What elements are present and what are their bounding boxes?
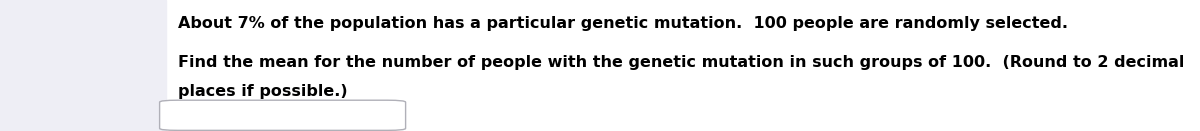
- Text: About 7% of the population has a particular genetic mutation.  100 people are ra: About 7% of the population has a particu…: [178, 16, 1068, 31]
- Text: Find the mean for the number of people with the genetic mutation in such groups : Find the mean for the number of people w…: [178, 55, 1184, 70]
- FancyBboxPatch shape: [160, 100, 406, 130]
- Text: places if possible.): places if possible.): [178, 84, 347, 99]
- Bar: [0, 0, 166, 131]
